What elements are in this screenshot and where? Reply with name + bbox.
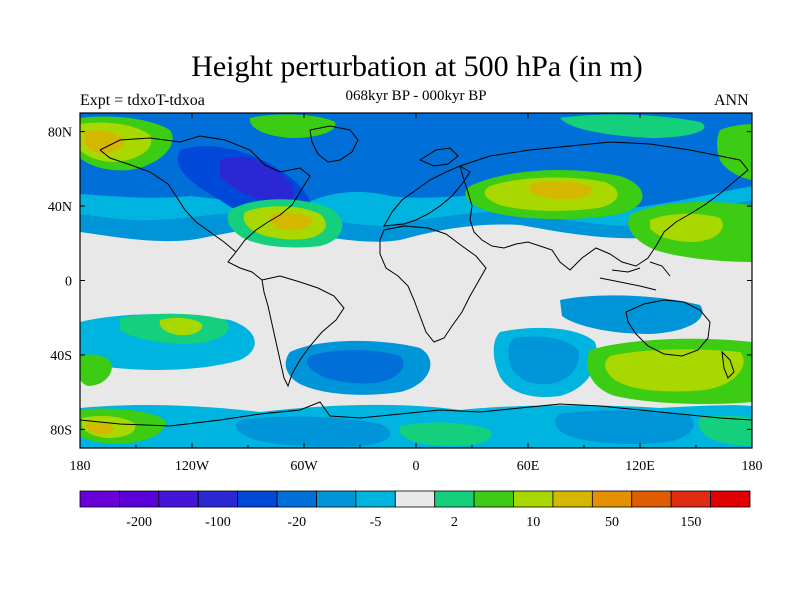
colorbar-label: 10 bbox=[526, 515, 540, 530]
colorbar-label: -20 bbox=[287, 515, 306, 530]
contour-south-atlantic-dark bbox=[307, 350, 404, 384]
contour-arctic-green-central bbox=[249, 114, 336, 138]
colorbar-swatch bbox=[197, 490, 239, 508]
coastline-indonesia bbox=[599, 261, 671, 291]
lon-tick-label: 180 bbox=[742, 459, 763, 474]
contour-antarctic-green-central bbox=[400, 422, 492, 446]
colorbar-swatch bbox=[316, 490, 357, 508]
colorbar-label: -5 bbox=[370, 515, 382, 530]
lat-tick-label: 80S bbox=[50, 423, 72, 438]
lon-tick-label: 60E bbox=[517, 459, 540, 474]
contour-east-asia-yellow bbox=[650, 213, 723, 242]
lat-tick-label: 40S bbox=[50, 349, 72, 364]
colorbar-swatch bbox=[158, 490, 199, 508]
lon-tick-label: 0 bbox=[413, 459, 420, 474]
lat-tick-label: 80N bbox=[48, 126, 72, 141]
contour-antarctic-blue bbox=[235, 416, 391, 447]
lon-tick-label: 120E bbox=[625, 459, 655, 474]
contour-south-east-yellow bbox=[605, 349, 744, 392]
coastline-new-zealand bbox=[721, 350, 735, 379]
contour-atlantic-gold bbox=[269, 212, 313, 230]
contour-asia-gold bbox=[530, 181, 592, 200]
coastline-north-america bbox=[99, 135, 311, 281]
contour-antarctic-blue-east bbox=[555, 410, 694, 444]
colorbar: -200 -100 -20 -5 2 10 50 150 bbox=[79, 490, 751, 530]
experiment-label: Expt = tdxoT-tdxoa bbox=[80, 92, 205, 109]
contour-south-blue-east bbox=[560, 295, 703, 334]
colorbar-swatch bbox=[670, 490, 711, 508]
colorbar-swatch bbox=[119, 490, 160, 508]
colorbar-swatch bbox=[79, 490, 120, 508]
colorbar-swatch bbox=[552, 490, 593, 508]
lat-tick-label: 0 bbox=[65, 275, 72, 290]
contour-arctic-gold-west bbox=[84, 130, 125, 154]
colorbar-swatch bbox=[237, 490, 278, 508]
coastline-asia bbox=[459, 141, 749, 271]
contour-south-pacific-yellow bbox=[159, 317, 203, 336]
contour-indian-dark bbox=[508, 336, 579, 385]
coastline-antarctica bbox=[80, 401, 752, 427]
colorbar-swatch bbox=[355, 490, 396, 508]
colorbar-swatch bbox=[434, 490, 475, 508]
latitude-axis: 80N 40N 0 40S 80S bbox=[48, 126, 752, 438]
plot-subtitle: 068kyr BP - 000kyr BP bbox=[345, 88, 487, 104]
coastlines bbox=[80, 125, 752, 427]
contour-south-west-green bbox=[80, 354, 112, 386]
season-label: ANN bbox=[714, 92, 749, 109]
lat-tick-label: 40N bbox=[48, 200, 72, 215]
contour-arctic-green-east bbox=[560, 114, 705, 138]
coastline-south-america bbox=[261, 275, 345, 388]
colorbar-swatch bbox=[473, 490, 514, 508]
coastline-europe bbox=[383, 147, 471, 227]
colorbar-swatch bbox=[276, 490, 317, 508]
colorbar-label: 2 bbox=[451, 515, 458, 530]
colorbar-swatch bbox=[710, 490, 751, 508]
colorbar-swatch bbox=[513, 490, 554, 508]
contour-north-america-deep bbox=[220, 156, 294, 203]
contour-antarctic-green-east bbox=[698, 415, 752, 446]
contour-north-edge-green bbox=[717, 124, 752, 180]
contour-field bbox=[80, 113, 752, 448]
plot-title: Height perturbation at 500 hPa (in m) bbox=[191, 50, 643, 83]
longitude-axis: 180 120W 60W 0 60E 120E 180 bbox=[70, 113, 763, 474]
coastline-greenland bbox=[309, 125, 359, 163]
lon-tick-label: 120W bbox=[175, 459, 210, 474]
colorbar-label: -200 bbox=[126, 515, 152, 530]
coastline-africa bbox=[379, 225, 487, 343]
coastline-australia bbox=[625, 299, 711, 357]
colorbar-swatch bbox=[631, 490, 672, 508]
colorbar-label: -100 bbox=[205, 515, 231, 530]
colorbar-label: 50 bbox=[605, 515, 619, 530]
lon-tick-label: 60W bbox=[290, 459, 318, 474]
colorbar-swatch bbox=[394, 490, 436, 508]
contour-antarctic-gold-west bbox=[86, 422, 114, 435]
lon-tick-label: 180 bbox=[70, 459, 91, 474]
colorbar-label: 150 bbox=[680, 515, 701, 530]
colorbar-swatch bbox=[591, 490, 633, 508]
